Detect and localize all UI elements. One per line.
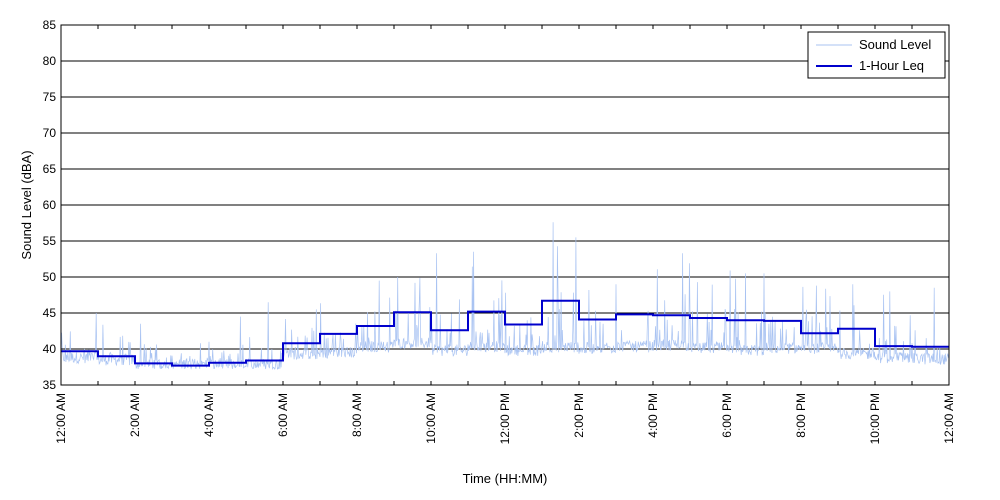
y-tick-label: 45 — [43, 306, 57, 320]
series-sound-level — [60, 222, 950, 371]
y-tick-label: 50 — [43, 270, 57, 284]
legend: Sound Level 1-Hour Leq — [807, 31, 946, 79]
x-tick-label: 12:00 AM — [54, 393, 68, 444]
y-tick-label: 65 — [43, 162, 57, 176]
x-tick-label: 10:00 PM — [868, 393, 882, 444]
y-tick-label: 70 — [43, 126, 57, 140]
x-tick-label: 8:00 PM — [794, 393, 808, 438]
legend-label-sound-level: Sound Level — [859, 37, 931, 52]
x-tick-label: 8:00 AM — [350, 393, 364, 437]
legend-label-one-hour-leq: 1-Hour Leq — [859, 58, 924, 73]
axis-ticks — [60, 24, 950, 386]
y-tick-labels: 35 40 45 50 55 60 65 70 75 80 85 — [43, 18, 57, 392]
x-tick-label: 2:00 AM — [128, 393, 142, 437]
x-tick-label: 12:00 AM — [942, 393, 956, 444]
y-tick-label: 75 — [43, 90, 57, 104]
y-tick-label: 60 — [43, 198, 57, 212]
y-tick-label: 40 — [43, 342, 57, 356]
legend-box — [807, 31, 946, 79]
y-tick-label: 80 — [43, 54, 57, 68]
x-tick-label: 12:00 PM — [498, 393, 512, 444]
x-tick-label: 10:00 AM — [424, 393, 438, 444]
y-tick-label: 55 — [43, 234, 57, 248]
one-hour-leq-line — [61, 299, 949, 367]
x-tick-label: 6:00 AM — [276, 393, 290, 437]
x-tick-labels: 12:00 AM 2:00 AM 4:00 AM 6:00 AM 8:00 AM 10:0… — [54, 393, 956, 444]
series-one-hour-leq — [61, 299, 949, 367]
x-axis-title: Time (HH:MM) — [463, 471, 548, 486]
sound-level-line — [60, 222, 950, 371]
x-tick-label: 4:00 AM — [202, 393, 216, 437]
y-tick-label: 85 — [43, 18, 57, 32]
x-tick-label: 4:00 PM — [646, 393, 660, 438]
y-tick-label: 35 — [43, 378, 57, 392]
x-tick-label: 6:00 PM — [720, 393, 734, 438]
y-axis-title: Sound Level (dBA) — [19, 150, 34, 259]
x-tick-label: 2:00 PM — [572, 393, 586, 438]
